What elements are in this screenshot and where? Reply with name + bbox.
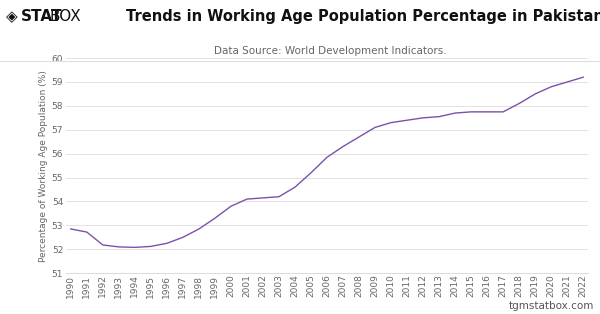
Text: STAT: STAT <box>21 9 62 24</box>
Text: Trends in Working Age Population Percentage in Pakistan from 1990 to 2022: Trends in Working Age Population Percent… <box>126 9 600 24</box>
Y-axis label: Percentage of Working Age Population (%): Percentage of Working Age Population (%) <box>38 70 47 262</box>
Text: tgmstatbox.com: tgmstatbox.com <box>509 301 594 311</box>
Text: Data Source: World Development Indicators.: Data Source: World Development Indicator… <box>214 46 446 56</box>
Text: ◈: ◈ <box>6 9 18 24</box>
Text: BOX: BOX <box>49 9 81 24</box>
